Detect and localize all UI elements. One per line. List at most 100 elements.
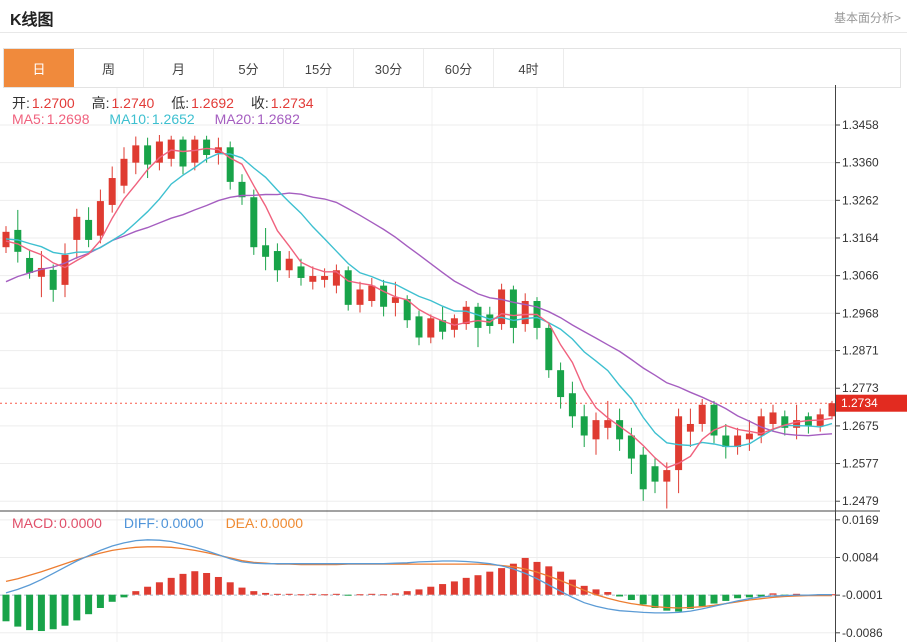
candle-body	[427, 318, 435, 338]
high-value: 1.2740	[111, 95, 155, 111]
macd-histogram-bar	[403, 591, 411, 595]
candle-body	[120, 158, 128, 186]
candle-body	[356, 289, 364, 305]
candle-body	[226, 147, 234, 182]
macd-label: MACD:	[12, 515, 58, 531]
open-value: 1.2700	[31, 95, 75, 111]
price-axis-label: 1.2577	[842, 457, 879, 471]
macd-axis-label: 0.0169	[842, 513, 879, 527]
close-group: 收: 1.2734	[251, 95, 314, 111]
price-axis-label: 1.3164	[842, 231, 879, 245]
candle-body	[545, 327, 553, 371]
close-value: 1.2734	[270, 95, 314, 111]
fundamental-analysis-link[interactable]: 基本面分析>	[833, 11, 901, 25]
candle-body	[474, 306, 482, 328]
candle-body	[627, 435, 635, 459]
candle-body	[191, 139, 199, 163]
tab-month[interactable]: 月	[144, 49, 214, 87]
close-label: 收:	[250, 95, 269, 111]
macd-histogram-bar	[285, 593, 293, 595]
macd-histogram-bar	[332, 593, 340, 595]
candle-body	[179, 139, 187, 167]
macd-histogram-bar	[545, 566, 553, 595]
candle-body	[675, 416, 683, 471]
macd-histogram-bar	[14, 594, 22, 627]
high-group: 高: 1.2740	[92, 95, 155, 111]
macd-group: MACD: 0.0000	[12, 515, 102, 531]
price-axis-label: 1.3360	[842, 156, 879, 170]
tab-4hour[interactable]: 4时	[494, 49, 564, 87]
ma20-group: MA20: 1.2682	[215, 111, 300, 127]
candle-body	[745, 433, 753, 440]
macd-histogram-bar	[710, 594, 718, 604]
open-label: 开:	[12, 95, 30, 111]
ma5-line	[5, 147, 833, 469]
candle-body	[734, 435, 742, 448]
macd-histogram-bar	[686, 594, 694, 609]
candle-body	[604, 420, 612, 428]
candle-body	[26, 257, 34, 273]
macd-histogram-bar	[214, 576, 222, 595]
candle-body	[698, 404, 706, 424]
macd-histogram-bar	[521, 557, 529, 595]
macd-histogram-bar	[462, 577, 470, 595]
candle-body	[344, 270, 352, 305]
candle-body	[262, 245, 270, 257]
tab-week[interactable]: 周	[74, 49, 144, 87]
tab-30min[interactable]: 30分	[354, 49, 424, 87]
low-group: 低: 1.2692	[171, 95, 234, 111]
macd-histogram-bar	[85, 594, 93, 615]
macd-histogram-bar	[745, 594, 753, 598]
price-axis-label: 1.2675	[842, 419, 879, 433]
interval-tabbar: 日 周 月 5分 15分 30分 60分 4时	[3, 48, 901, 88]
price-axis-label: 1.2871	[842, 344, 879, 358]
macd-histogram-bar	[132, 591, 140, 595]
candle-body	[521, 301, 529, 325]
macd-histogram-bar	[155, 582, 163, 595]
ma20-value: 1.2682	[257, 111, 300, 127]
macd-histogram-bar	[191, 571, 199, 595]
macd-histogram-bar	[297, 594, 305, 596]
ma10-group: MA10: 1.2652	[109, 111, 194, 127]
tab-60min[interactable]: 60分	[424, 49, 494, 87]
candle-body	[462, 306, 470, 325]
tab-day[interactable]: 日	[4, 49, 74, 87]
candle-body	[273, 251, 281, 271]
macd-histogram-bar	[663, 594, 671, 611]
candle-body	[167, 139, 175, 159]
dea-label: DEA:	[225, 515, 259, 531]
macd-histogram-bar	[415, 589, 423, 595]
price-axis-label: 1.3262	[842, 193, 879, 207]
candle-body	[203, 139, 211, 155]
macd-histogram-bar	[380, 594, 388, 596]
macd-histogram-bar	[356, 594, 364, 596]
ma10-line	[5, 152, 833, 448]
candle-body	[144, 145, 152, 165]
price-axis-label: 1.2968	[842, 306, 879, 320]
candle-body	[309, 276, 317, 282]
ma10-value: 1.2652	[151, 111, 195, 127]
macd-histogram-bar	[486, 571, 494, 595]
macd-histogram-bar	[498, 568, 506, 595]
tab-5min[interactable]: 5分	[214, 49, 284, 87]
macd-axis-label: -0.0001	[842, 588, 883, 602]
diff-group: DIFF: 0.0000	[124, 515, 204, 531]
macd-histogram-bar	[179, 573, 187, 595]
macd-histogram-bar	[37, 594, 45, 632]
tab-15min[interactable]: 15分	[284, 49, 354, 87]
macd-histogram-bar	[368, 593, 376, 595]
macd-histogram-bar	[734, 594, 742, 599]
macd-histogram-bar	[144, 586, 152, 595]
macd-histogram-bar	[226, 582, 234, 595]
ma5-value: 1.2698	[46, 111, 90, 127]
macd-histogram-bar	[273, 593, 281, 595]
candle-body	[580, 416, 588, 436]
macd-value: 0.0000	[59, 515, 102, 531]
candle-body	[49, 269, 57, 290]
dea-group: DEA: 0.0000	[226, 515, 304, 531]
candle-body	[509, 289, 517, 328]
macd-histogram-bar	[96, 594, 104, 608]
macd-histogram-bar	[509, 563, 517, 595]
